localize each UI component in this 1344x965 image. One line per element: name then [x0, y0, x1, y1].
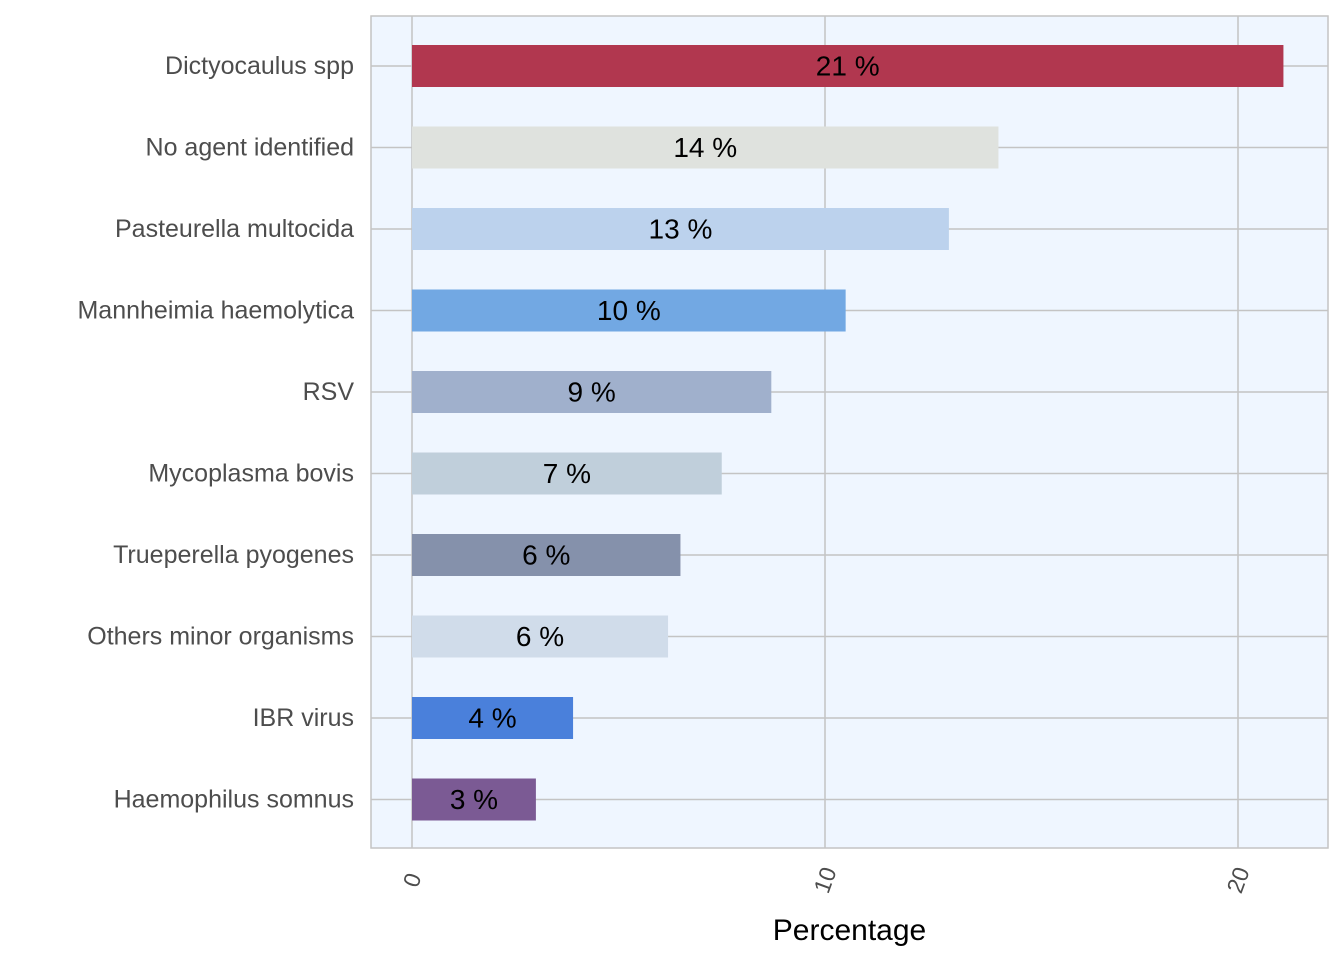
- bar: [412, 452, 722, 495]
- bar-value-label: 4 %: [468, 703, 516, 734]
- bar-value-label: 13 %: [649, 214, 713, 245]
- bar: [412, 778, 536, 821]
- bar: [412, 697, 574, 739]
- bar-value-label: 14 %: [673, 132, 737, 163]
- bar: [412, 615, 669, 658]
- bar-value-labels: 21 % 14 % 13 % 10 % 9 % 7 % 6 % 6 % 4 % 3 %: [450, 51, 880, 816]
- x-tick-labels: 0 10 20: [398, 864, 1255, 897]
- category-labels: Dictyocaulus spp No agent identified Paste…: [77, 52, 354, 814]
- bar: [412, 289, 846, 332]
- bar: [412, 45, 1284, 87]
- category-label: Others minor organisms: [87, 623, 354, 651]
- category-label: No agent identified: [146, 134, 354, 162]
- category-label: Haemophilus somnus: [114, 786, 354, 814]
- bars: [412, 45, 1284, 821]
- bar: [412, 371, 772, 413]
- bar-value-label: 10 %: [597, 295, 661, 326]
- x-tick-label: 20: [1221, 864, 1254, 897]
- bar-value-label: 21 %: [816, 51, 880, 82]
- bar-value-label: 3 %: [450, 784, 498, 815]
- bar: [412, 208, 949, 250]
- x-tick-label: 10: [808, 864, 841, 897]
- x-tick-label: 0: [398, 870, 427, 891]
- bar-value-label: 6 %: [516, 621, 564, 652]
- category-label: Mannheimia haemolytica: [77, 297, 354, 325]
- bar-value-label: 9 %: [568, 377, 616, 408]
- category-label: Pasteurella multocida: [115, 215, 354, 243]
- bar-value-label: 7 %: [543, 458, 591, 489]
- category-label: RSV: [303, 378, 355, 406]
- category-label: Trueperella pyogenes: [113, 541, 354, 569]
- category-label: Mycoplasma bovis: [148, 460, 354, 488]
- category-label: IBR virus: [253, 704, 354, 732]
- bar: [412, 126, 999, 169]
- bar-value-label: 6 %: [522, 540, 570, 571]
- bar: [412, 534, 681, 576]
- x-axis-title: Percentage: [773, 914, 926, 947]
- category-label: Dictyocaulus spp: [165, 52, 354, 80]
